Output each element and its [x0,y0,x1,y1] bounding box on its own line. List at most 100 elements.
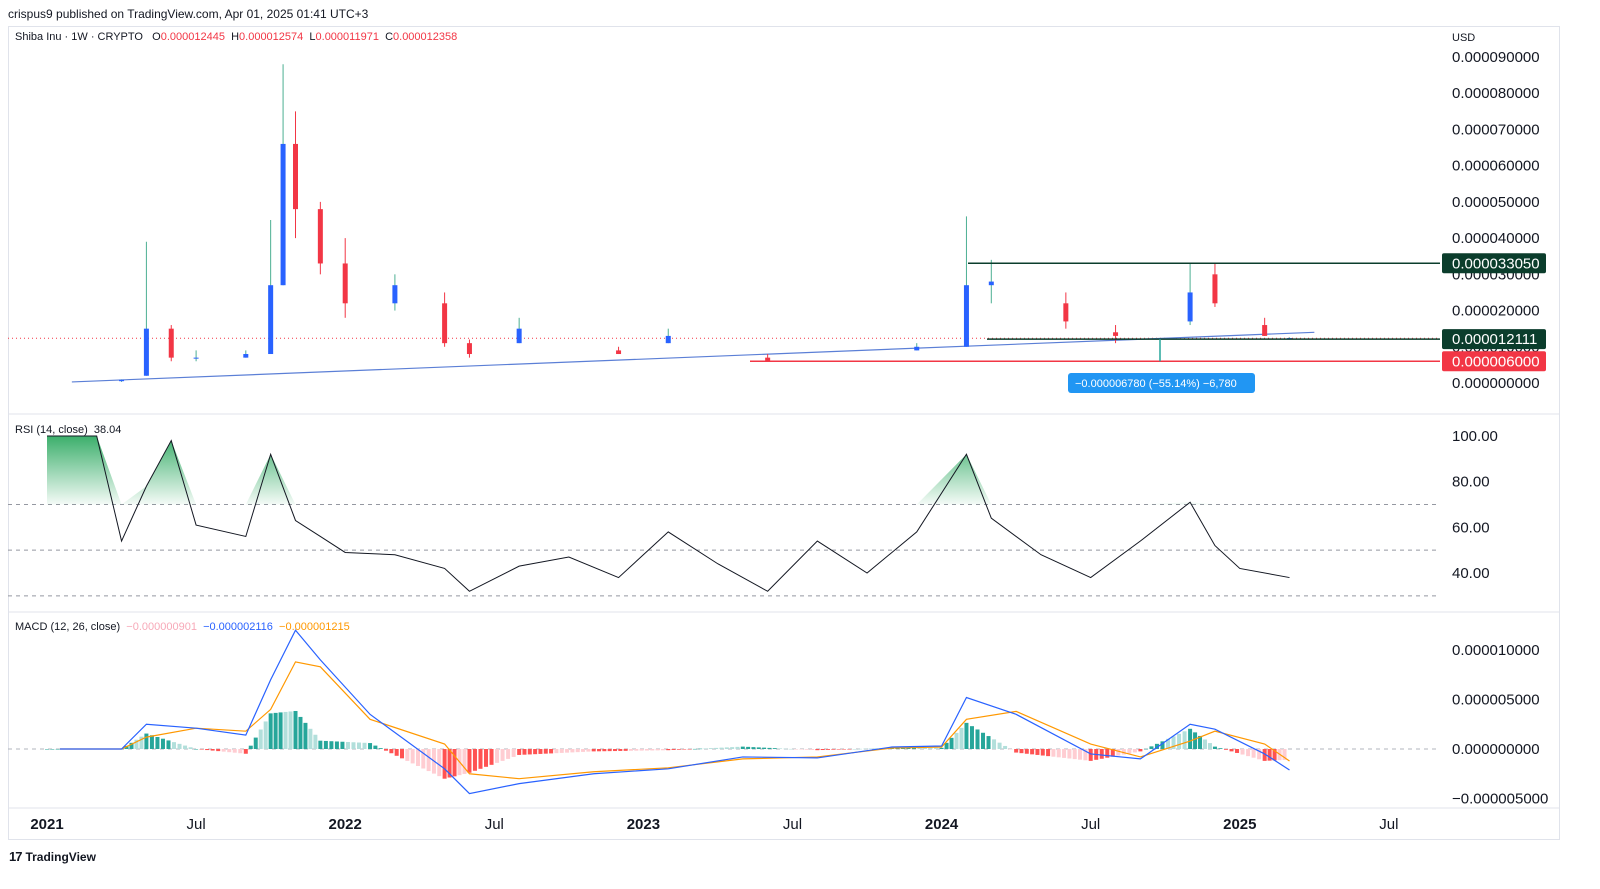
time-axis-tick-label: Jul [783,816,802,833]
macd-histogram-bar [703,748,708,749]
macd-histogram-bar [772,748,777,749]
macd-histogram-bar [1198,735,1203,749]
macd-histogram-bar [384,749,389,751]
macd-histogram-bar [472,749,477,771]
macd-histogram-bar [389,749,394,754]
macd-histogram-bar [1193,732,1198,749]
macd-histogram-bar [671,749,676,750]
macd-histogram-bar [692,748,697,750]
price-candle-body [516,328,522,344]
price-candle-body [1187,292,1193,322]
macd-histogram-bar [50,749,55,750]
price-level-label: 0.000012111 [1452,331,1537,348]
high-label: H [231,31,240,43]
macd-histogram-bar [495,749,500,763]
macd-histogram-bar [467,749,472,773]
macd-histogram-bar [268,713,273,749]
macd-histogram-bar [1262,749,1267,761]
price-candle-body [342,263,348,304]
macd-histogram-bar [964,722,969,749]
macd-histogram-bar [857,748,862,750]
macd-histogram-bar [623,749,628,751]
macd-histogram-bar [298,716,303,749]
macd-histogram-bar [1030,749,1035,755]
macd-histogram-bar [751,747,756,749]
macd-histogram-bar [1110,749,1115,757]
rsi-axis-tick-label: 100.00 [1452,428,1498,445]
macd-histogram-bar [1246,749,1251,757]
macd-histogram-bar [1088,749,1093,761]
macd-histogram-bar [177,743,182,749]
macd-histogram-bar [1014,749,1019,753]
macd-histogram-bar [478,749,483,769]
price-candle-body [193,357,199,359]
macd-histogram-bar [634,749,639,751]
macd-histogram-bar [1143,748,1148,750]
macd-histogram-bar [1257,749,1262,760]
macd-histogram-bar [586,749,591,752]
macd-histogram-bar [554,749,559,754]
price-level-label: 0.000033050 [1452,255,1540,272]
macd-axis-tick-label: 0.000005000 [1452,692,1540,709]
rsi-value: 38.04 [93,424,122,436]
macd-histogram-bar [517,749,522,755]
price-level-label: 0.000006000 [1452,353,1540,370]
macd-histogram-bar [1083,749,1088,761]
macd-histogram-bar [283,711,288,749]
high-value: 0.000012574 [239,31,304,43]
rsi-legend: RSI (14, close) 38.04 [15,424,121,436]
macd-histogram-bar [613,749,617,752]
low-label: L [309,31,316,43]
support-trendline [71,331,1315,383]
currency-label[interactable]: USD [1452,32,1476,44]
time-axis-tick-label: Jul [187,816,206,833]
price-candle-body [1212,274,1218,304]
tradingview-brand[interactable]: 17 TradingView [9,849,96,864]
macd-histogram-bar [45,749,49,750]
macd-histogram-bar [313,734,318,749]
rsi-overbought-fill [47,436,1215,505]
macd-histogram-bar [1003,745,1008,749]
macd-histogram-bar [500,749,505,761]
macd-histogram-bar [660,749,665,751]
macd-histogram-bar [959,727,964,749]
price-candle-body [168,328,174,358]
macd-histogram-bar [166,740,171,749]
time-axis-tick-label: 2022 [329,816,362,833]
macd-histogram-bar [565,749,570,753]
price-candle-body [616,350,622,355]
macd-histogram-bar [810,749,815,750]
macd-histogram-bar [210,749,215,751]
macd-histogram-bar [1212,746,1217,749]
macd-histogram-bar [1062,749,1067,758]
macd-histogram-bar [799,749,804,750]
rsi-axis-tick-label: 40.00 [1452,565,1490,582]
macd-histogram-bar [714,747,719,749]
price-candle-body [963,285,969,347]
macd-histogram-bar [788,748,793,750]
price-candle-body [442,303,448,344]
brand-label: TradingView [25,849,96,864]
macd-histogram-bar [394,749,399,756]
macd-histogram-bar [762,747,767,749]
macd-histogram-bar [1267,749,1272,761]
macd-histogram-bar [362,742,367,749]
macd-histogram-bar [944,742,949,749]
time-axis-tick-label: Jul [1081,816,1100,833]
macd-line [60,629,1290,795]
macd-histogram-bar [1072,749,1077,760]
macd-histogram-bar [1235,749,1240,753]
macd-histogram-bar [1240,749,1245,755]
macd-histogram-bar [248,745,253,749]
price-axis-tick-label: 0.000050000 [1452,194,1540,211]
macd-histogram-bar [655,749,660,751]
macd-histogram-bar [559,749,564,753]
price-candle-body [392,285,398,304]
price-candle-body [280,143,286,286]
macd-histogram-bar [863,748,868,750]
macd-histogram-bar [205,749,210,751]
macd-hist-value: −0.000000901 [126,621,197,633]
macd-histogram-bar [1171,736,1176,749]
macd-histogram-bar [172,742,177,749]
